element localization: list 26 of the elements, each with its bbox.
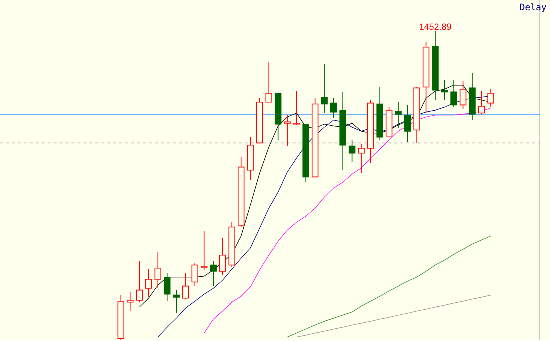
text: 1452.89 xyxy=(420,24,452,30)
candlestick xyxy=(164,273,171,302)
candlestick xyxy=(201,230,208,271)
candlestick xyxy=(488,89,494,108)
candlestick xyxy=(146,269,152,298)
candlestick xyxy=(450,80,458,108)
candlestick xyxy=(330,98,338,119)
candlestick xyxy=(173,290,180,314)
candlestick xyxy=(219,238,226,276)
candlestick xyxy=(478,90,486,115)
candlestick xyxy=(321,64,328,114)
candlestick xyxy=(266,62,272,103)
candlestick xyxy=(192,263,198,287)
candlestick xyxy=(358,144,365,174)
candlestick xyxy=(404,104,412,143)
candlestick xyxy=(154,252,162,289)
candlestick xyxy=(127,292,134,312)
candlestick xyxy=(210,260,217,287)
candlestick xyxy=(348,140,356,163)
candlestick xyxy=(182,273,190,300)
candlestick xyxy=(395,102,402,129)
candlestick xyxy=(136,260,143,303)
text: Delay xyxy=(520,4,546,12)
candlestick xyxy=(441,80,448,101)
candlestick xyxy=(460,81,467,110)
candlestick xyxy=(284,115,291,147)
